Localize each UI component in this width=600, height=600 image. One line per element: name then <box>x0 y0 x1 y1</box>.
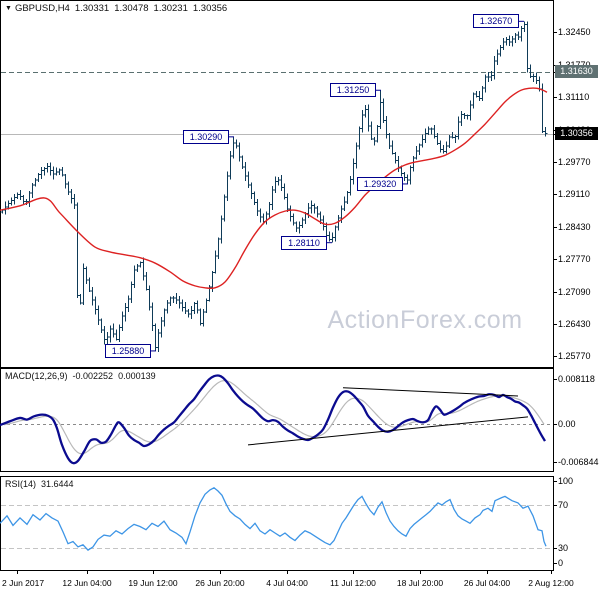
macd-label: MACD(12,26,9) <box>5 371 68 381</box>
axis-ticks <box>17 32 557 574</box>
price-axis-label: 1.32450 <box>558 27 591 37</box>
price-axis-label: 1.27770 <box>558 254 591 265</box>
rsi-label: RSI(14) <box>5 479 37 489</box>
price-axis-label: 1.27090 <box>558 287 591 298</box>
time-axis-label: 12 Jun 04:00 <box>62 578 112 588</box>
ma-line <box>0 87 548 290</box>
price-axis-label: 1.31770 <box>558 60 591 70</box>
rsi-axis-label: 0 <box>558 558 564 568</box>
symbol-header: ▼ GBPUSD,H4 1.30331 1.30478 1.30231 1.30356 <box>5 3 232 14</box>
time-axis-label: 2 Aug 12:00 <box>528 578 574 588</box>
price-axis-label: 1.26430 <box>558 319 591 330</box>
swing-price-label: 1.32670 <box>473 14 519 29</box>
quote-high: 1.30478 <box>114 3 149 14</box>
swing-price-label: 1.31250 <box>330 83 376 98</box>
quote-open: 1.30331 <box>74 3 110 14</box>
quote-low: 1.30231 <box>153 3 188 14</box>
time-axis-label: 26 Jul 04:00 <box>463 578 511 588</box>
rsi-header: RSI(14) 31.6444 <box>5 479 79 489</box>
macd-trendline <box>247 416 529 446</box>
time-axis-label: 18 Jul 20:00 <box>396 578 444 588</box>
macd-axis-label: 0.008118 <box>558 374 595 385</box>
price-axis-label: 1.29770 <box>558 157 591 168</box>
macd-main-value: -0.002252 <box>72 371 114 381</box>
macd-trendline <box>342 387 519 397</box>
macd-signal-line <box>3 380 545 455</box>
swing-price-label: 1.30290 <box>183 129 229 144</box>
symbol-dropdown-icon[interactable]: ▼ <box>5 5 12 12</box>
rsi-value: 31.6444 <box>41 479 74 489</box>
macd-main-line <box>0 374 546 465</box>
macd-signal-value: 0.000139 <box>118 371 156 381</box>
price-bars <box>0 21 548 353</box>
price-axis-label: 1.28430 <box>558 222 591 233</box>
symbol-name: GBPUSD,H4 <box>14 3 70 14</box>
current-price-tag: 1.30356 <box>555 127 598 141</box>
price-panel-frame <box>0 0 554 368</box>
quote-close: 1.30356 <box>192 3 228 14</box>
time-axis-label: 19 Jun 12:00 <box>128 578 178 588</box>
rsi-line <box>0 487 547 551</box>
rsi-axis-label: 70 <box>558 500 569 510</box>
rsi-axis-label: 30 <box>558 543 569 553</box>
resistance-price-tag: 1.31630 <box>555 65 598 79</box>
price-axis-label: 1.29110 <box>558 189 590 200</box>
time-axis-label: 26 Jun 20:00 <box>195 578 245 588</box>
price-axis-label: 1.31110 <box>558 92 590 103</box>
time-axis-label: 2 Jun 2017 <box>2 578 45 588</box>
time-axis-label: 4 Jul 04:00 <box>266 578 308 588</box>
macd-panel-frame <box>0 368 554 472</box>
macd-axis-label: -0.006844 <box>558 456 599 467</box>
macd-axis-label: 0.00 <box>558 419 576 429</box>
price-axis-label: 1.25770 <box>558 351 591 362</box>
swing-price-label: 1.25880 <box>105 343 151 358</box>
swing-price-label: 1.28110 <box>281 235 327 250</box>
rsi-axis-label: 100 <box>558 476 574 486</box>
watermark: ActionForex.com <box>327 306 523 334</box>
swing-price-label: 1.29320 <box>357 176 403 191</box>
time-axis-label: 11 Jul 12:00 <box>330 578 376 588</box>
macd-header: MACD(12,26,9) -0.002252 0.000139 <box>5 371 161 381</box>
